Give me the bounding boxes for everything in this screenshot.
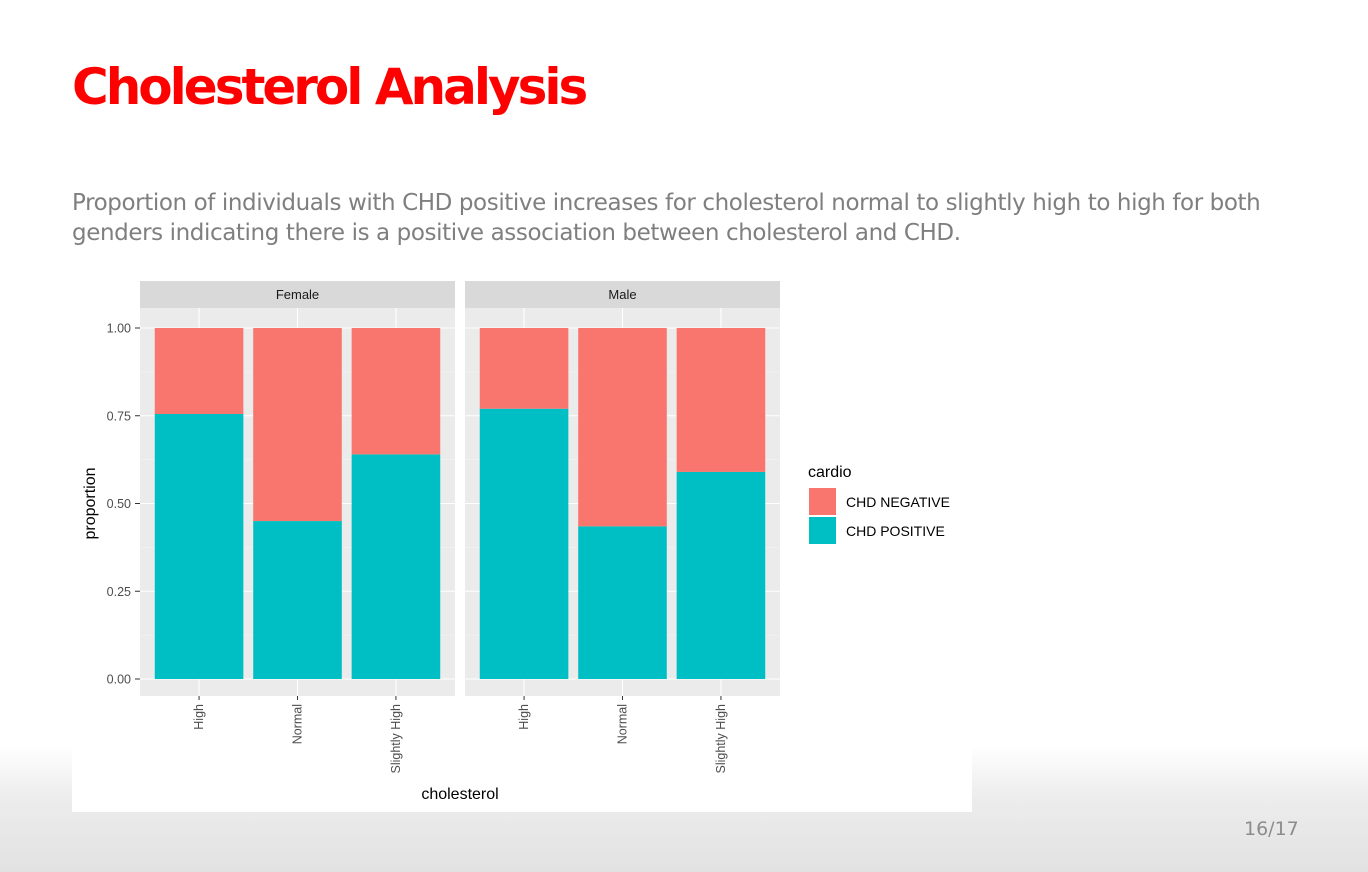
bar-chd-negative — [154, 328, 244, 414]
x-tick-label: High — [517, 704, 531, 730]
legend-entry-label: CHD NEGATIVE — [846, 494, 950, 510]
page-number: 16/17 — [1244, 818, 1299, 840]
y-tick-label: 0.25 — [107, 585, 131, 599]
chart-container: Female High Normal Slightly High Male High Nor… — [72, 268, 972, 812]
y-tick-label: 0.50 — [107, 497, 131, 511]
legend-entry-label: CHD POSITIVE — [846, 523, 945, 539]
facet-strip — [140, 281, 455, 308]
legend-swatch — [809, 488, 836, 515]
bar-chd-negative — [479, 328, 569, 409]
y-tick-label: 0.00 — [107, 673, 131, 687]
bar-chd-negative — [253, 328, 342, 522]
facet-label: Female — [276, 287, 319, 302]
bar-chd-positive — [479, 408, 569, 679]
legend-swatch — [809, 517, 836, 544]
x-tick-label: High — [192, 704, 206, 730]
facet-strip — [465, 281, 780, 308]
bar-chd-positive — [154, 413, 244, 679]
x-tick-label: Normal — [616, 704, 630, 744]
bar-chd-positive — [351, 454, 441, 679]
y-axis-title: proportion — [82, 467, 99, 539]
slide-title: Cholesterol Analysis — [72, 58, 588, 116]
slide-body-text: Proportion of individuals with CHD posit… — [72, 190, 1261, 246]
bar-chd-negative — [676, 328, 766, 472]
bar-chd-positive — [676, 471, 766, 679]
x-tick-label: Normal — [291, 704, 305, 744]
bar-chd-negative — [578, 328, 667, 527]
x-axis-title: cholesterol — [421, 786, 498, 803]
faceted-stacked-bar-chart: Female High Normal Slightly High Male High Nor… — [82, 281, 950, 803]
x-tick-label: Slightly High — [714, 704, 728, 774]
y-tick-label: 0.75 — [107, 409, 131, 423]
facet-label: Male — [608, 287, 636, 302]
bar-chd-positive — [578, 526, 667, 679]
y-tick-label: 1.00 — [107, 322, 131, 336]
legend-title: cardio — [808, 464, 852, 481]
bar-chd-negative — [351, 328, 441, 455]
bar-chd-positive — [253, 521, 342, 679]
x-tick-label: Slightly High — [389, 704, 403, 774]
